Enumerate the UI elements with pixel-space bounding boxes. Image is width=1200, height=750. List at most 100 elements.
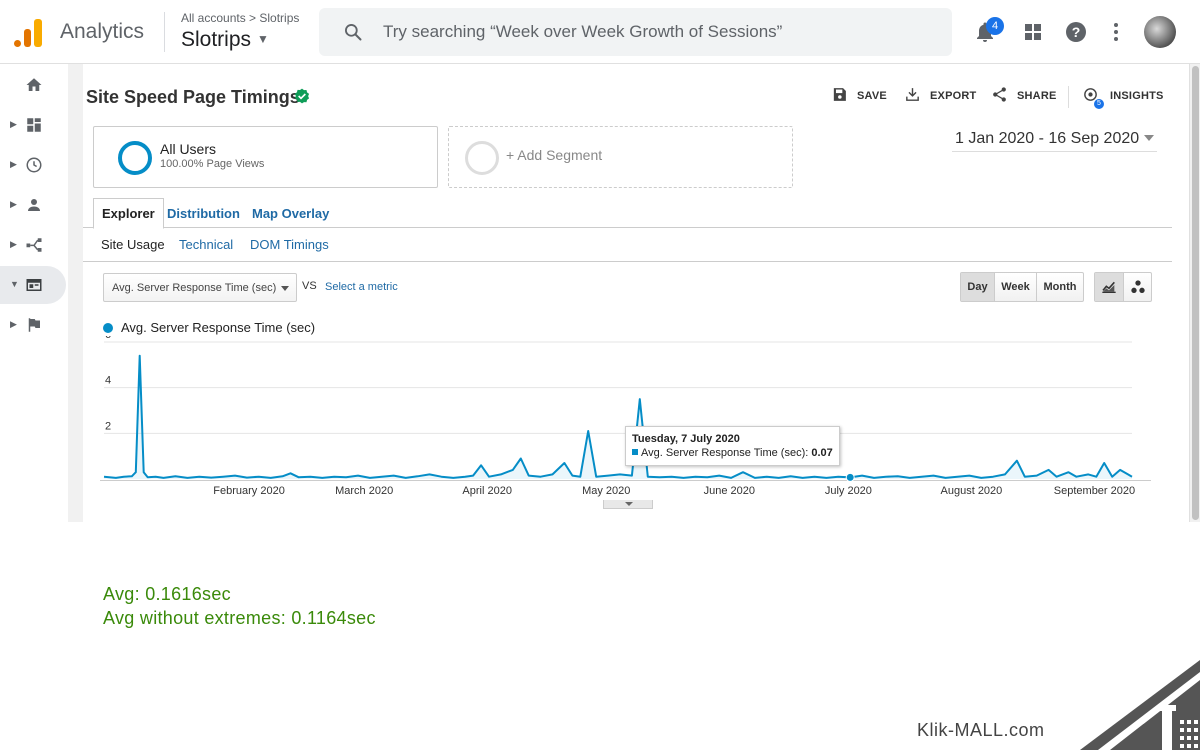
report-subtabs: Site Usage Technical DOM Timings [83, 228, 1172, 262]
insights-label: INSIGHTS [1110, 90, 1164, 102]
verified-check-icon [294, 88, 310, 104]
line-chart-button[interactable] [1095, 273, 1124, 301]
expand-arrow-icon: ▶ [10, 239, 17, 249]
vs-label: VS [302, 280, 317, 292]
app-name: Analytics [60, 20, 145, 43]
segment-ring-icon [118, 141, 152, 175]
klik-mall-logo-icon [1080, 660, 1200, 750]
select-metric-link[interactable]: Select a metric [325, 281, 398, 293]
share-label: SHARE [1017, 90, 1057, 102]
motion-chart-button[interactable] [1124, 273, 1151, 301]
series-line [103, 354, 1133, 479]
series-area [104, 355, 1132, 479]
empty-segment-ring-icon [465, 141, 499, 175]
nav-home[interactable] [0, 66, 66, 104]
report-title: Site Speed Page Timings [86, 87, 300, 107]
segment-name: All Users [160, 141, 217, 157]
week-button[interactable]: Week [995, 273, 1037, 301]
save-label: SAVE [857, 90, 887, 102]
subtab-site-usage[interactable]: Site Usage [101, 237, 165, 252]
search-bar[interactable] [319, 8, 952, 56]
chart-tooltip: Tuesday, 7 July 2020 Avg. Server Respons… [625, 426, 840, 466]
chevron-down-icon [1144, 135, 1154, 141]
expand-arrow-icon: ▶ [10, 159, 17, 169]
expand-arrow-icon: ▶ [10, 319, 17, 329]
date-range-picker[interactable]: 1 Jan 2020 - 16 Sep 2020 [952, 128, 1157, 152]
month-button[interactable]: Month [1043, 281, 1077, 293]
export-download-icon [906, 88, 919, 101]
stat-average-without-extremes: Avg without extremes: 0.1164sec [103, 608, 376, 628]
scrollbar-thumb[interactable] [1192, 66, 1199, 520]
search-icon [345, 24, 362, 41]
y-tick-label: 4 [105, 375, 111, 387]
apps-grid-icon[interactable] [1021, 20, 1045, 44]
insights-count-badge: 5 [1094, 99, 1104, 109]
line-chart-icon [1102, 281, 1116, 293]
dropdown-caret-icon [281, 286, 289, 291]
metric-select[interactable]: Avg. Server Response Time (sec) [103, 273, 297, 302]
action-divider [1068, 86, 1069, 108]
expand-arrow-icon: ▶ [10, 199, 17, 209]
x-tick-label: August 2020 [941, 485, 1003, 497]
avatar[interactable] [1144, 16, 1176, 48]
nav-customization[interactable]: ▶ [0, 106, 66, 144]
x-tick-label: July 2020 [825, 485, 872, 497]
x-tick-label: February 2020 [213, 485, 285, 497]
add-segment-label: + Add Segment [506, 147, 603, 163]
segment-subtitle: 100.00% Page Views [160, 158, 265, 170]
customization-icon [27, 118, 41, 132]
line-chart[interactable]: 2 4 6 February 2020 March 2020 April 2020 May … [100, 336, 1160, 502]
subtab-technical[interactable]: Technical [179, 237, 234, 252]
subtab-dom-timings[interactable]: DOM Timings [250, 237, 329, 252]
x-tick-label: March 2020 [335, 485, 393, 497]
chart-legend: Avg. Server Response Time (sec) [103, 320, 315, 335]
save-icon [833, 88, 846, 101]
legend-dot-icon [103, 323, 113, 333]
nav-audience[interactable]: ▶ [0, 186, 66, 224]
collapse-arrow-icon: ▼ [10, 279, 19, 289]
notification-count-badge: 4 [986, 17, 1004, 35]
tab-distribution[interactable]: Distribution [167, 206, 240, 221]
legend-label: Avg. Server Response Time (sec) [121, 320, 316, 335]
account-breadcrumb[interactable]: All accounts > Slotrips [181, 11, 300, 25]
x-tick-label: April 2020 [462, 485, 512, 497]
granularity-buttons: Day Week Month [960, 272, 1084, 302]
scrollbar[interactable] [1189, 64, 1200, 522]
chart-collapse-handle[interactable] [603, 500, 653, 509]
tab-map-overlay[interactable]: Map Overlay [252, 206, 330, 221]
report-tabs: Explorer Distribution Map Overlay [83, 198, 1172, 229]
share-icon [993, 87, 1006, 102]
day-button[interactable]: Day [961, 273, 995, 301]
acquisition-icon [26, 238, 42, 252]
help-icon[interactable]: ? [1064, 20, 1088, 44]
x-tick-label: September 2020 [1054, 485, 1135, 497]
add-segment-button[interactable]: + Add Segment [448, 126, 793, 188]
tooltip-date: Tuesday, 7 July 2020 [632, 433, 740, 445]
nav-behavior[interactable]: ▼ [0, 266, 66, 304]
chart-type-buttons [1094, 272, 1152, 302]
insights-icon [1084, 88, 1097, 101]
nav-realtime[interactable]: ▶ [0, 146, 66, 184]
audience-person-icon [28, 199, 40, 211]
y-tick-label: 6 [105, 336, 111, 341]
expand-arrow-icon: ▶ [10, 119, 17, 129]
metric-select-value: Avg. Server Response Time (sec) [112, 282, 277, 294]
tab-explorer[interactable]: Explorer [93, 198, 164, 229]
segment-all-users[interactable]: All Users 100.00% Page Views [93, 126, 438, 188]
behavior-icon [26, 279, 42, 291]
tooltip-label: Avg. Server Response Time (sec): [641, 447, 812, 459]
y-tick-label: 2 [105, 420, 111, 432]
header-divider [164, 12, 165, 52]
home-icon [26, 78, 42, 91]
more-vert-icon[interactable] [1104, 20, 1128, 44]
search-input[interactable] [383, 20, 923, 44]
property-selector[interactable]: Slotrips ▼ [181, 28, 269, 52]
realtime-clock-icon [26, 157, 42, 173]
analytics-logo-icon[interactable] [14, 17, 44, 47]
property-name: Slotrips [181, 28, 252, 51]
nav-acquisition[interactable]: ▶ [0, 226, 66, 264]
nav-conversions[interactable]: ▶ [0, 306, 66, 344]
left-nav: ▶ ▶ ▶ ▶ ▼ ▶ [0, 64, 68, 522]
bubble-chart-icon [1130, 280, 1145, 293]
